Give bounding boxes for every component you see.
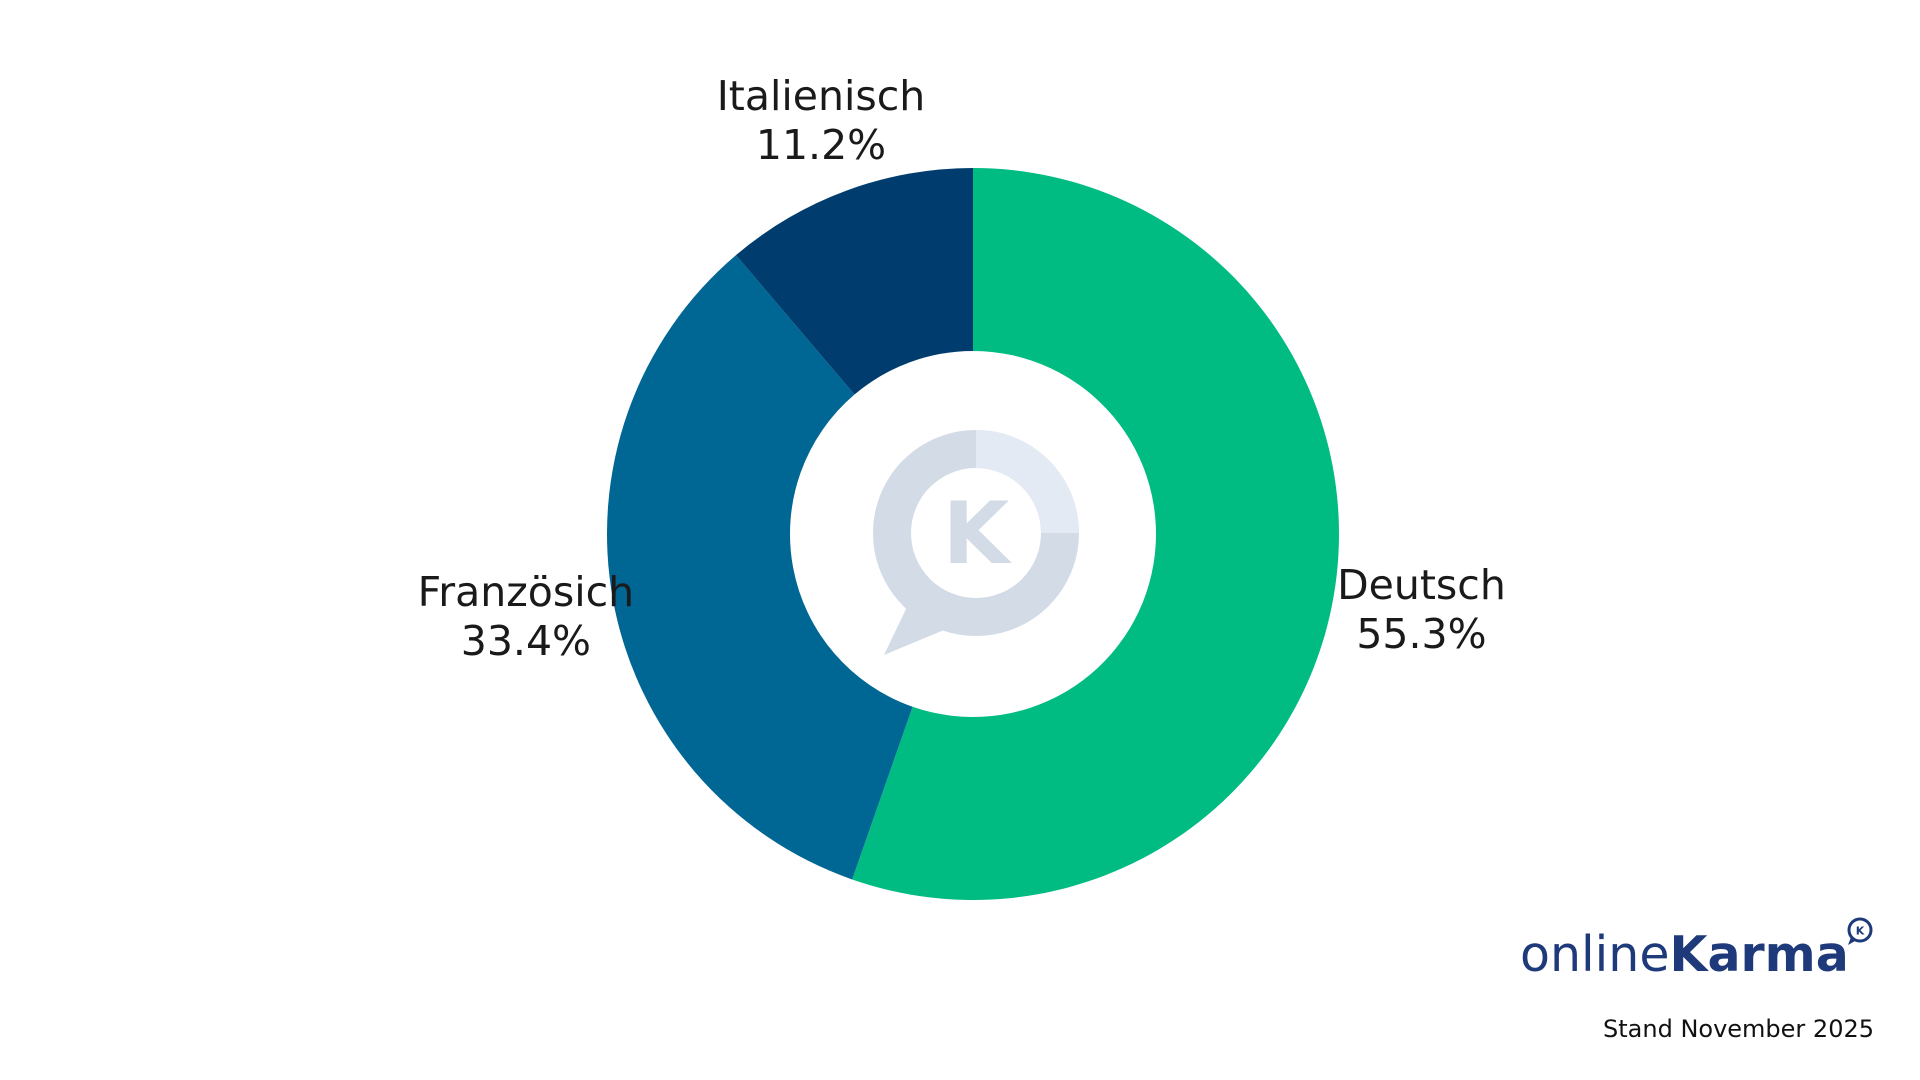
svg-text:K: K <box>1856 925 1865 938</box>
onlinekarma-logo: onlineKarma <box>1520 920 1849 990</box>
slice-name: Französich <box>417 568 635 617</box>
watermark-tail <box>884 588 956 655</box>
donut-slice-deutsch <box>852 168 1339 900</box>
watermark-ring-highlight <box>975 430 1079 534</box>
watermark-letter: K <box>943 484 1013 584</box>
slice-label-franzosich: Französich 33.4% <box>418 568 634 666</box>
date-footnote: Stand November 2025 <box>1603 1015 1874 1043</box>
logo-text-bold: Karma <box>1669 926 1849 983</box>
slice-name: Deutsch <box>1337 561 1506 610</box>
slice-name: Italienisch <box>716 72 926 120</box>
donut-slice-französich <box>607 255 913 880</box>
slice-label-italienisch: Italienisch 11.2% <box>717 72 926 170</box>
k-speech-bubble-icon: K <box>1847 917 1873 945</box>
logo-text-light: online <box>1520 926 1670 983</box>
slice-value: 33.4% <box>460 617 592 666</box>
donut-slices <box>607 168 1339 900</box>
slice-value: 55.3% <box>1356 610 1487 659</box>
slice-label-deutsch: Deutsch 55.3% <box>1337 561 1506 659</box>
donut-slice-italienisch <box>735 168 973 395</box>
onlinekarma-watermark-icon: K <box>873 430 1079 655</box>
slice-value: 11.2% <box>755 121 887 169</box>
